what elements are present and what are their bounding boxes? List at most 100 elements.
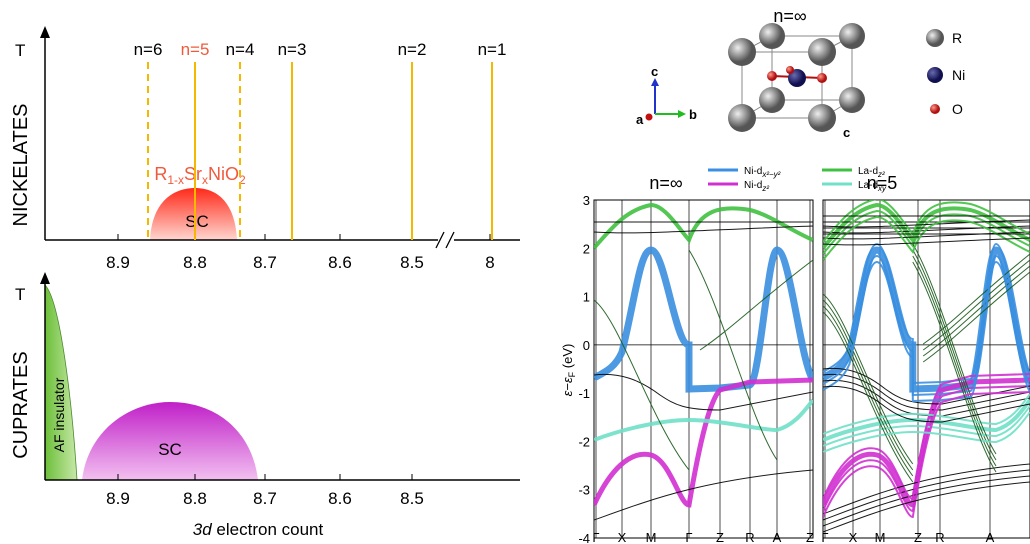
band xyxy=(823,373,1030,501)
text: Ni-d xyxy=(744,180,762,191)
band xyxy=(594,221,813,521)
text: R xyxy=(154,164,167,184)
text: xy xyxy=(877,184,887,193)
legend-label: Ni-dx²−y² xyxy=(744,166,781,179)
band xyxy=(823,255,1030,477)
band-structure: n=∞ n=5 ε−εF (eV) Γ X M Γ Z R A Z Γ X M Z R A3210-1-2… xyxy=(560,166,1030,544)
legend-label: La-dxy xyxy=(858,180,887,193)
band xyxy=(594,373,813,411)
y-tick-label: -1 xyxy=(578,386,590,401)
structure-title: n=∞ xyxy=(773,6,807,26)
t-label: T xyxy=(15,285,25,304)
text: ε−ε xyxy=(560,377,575,396)
member-label: n=2 xyxy=(398,40,427,59)
atom-r xyxy=(728,104,756,132)
y-tick-label: 3 xyxy=(583,193,590,208)
atom-r xyxy=(808,38,836,66)
band xyxy=(823,209,1030,255)
y-axis-label: ε−εF (eV) xyxy=(560,344,577,397)
band xyxy=(594,377,813,508)
atom-r xyxy=(808,104,836,132)
band xyxy=(823,215,1030,261)
axis-a xyxy=(645,113,653,121)
member-label: n=3 xyxy=(278,40,307,59)
sc-dome xyxy=(150,188,237,240)
text: F xyxy=(567,371,577,377)
k-label: Γ xyxy=(592,530,599,544)
band xyxy=(823,391,1030,519)
band xyxy=(823,243,1030,465)
y-tick-label: -3 xyxy=(578,483,590,498)
band xyxy=(823,411,1030,453)
k-label: A xyxy=(986,530,995,544)
cuprates-panel: T CUPRATES AF insulator SC 3d electron c… xyxy=(10,272,520,539)
member-label: n=1 xyxy=(478,40,507,59)
text: La-d xyxy=(858,180,878,191)
band xyxy=(823,385,1030,513)
k-label: M xyxy=(646,530,657,544)
legend-label: Ni xyxy=(952,67,965,83)
text: 1-x xyxy=(167,173,184,187)
k-label: Γ xyxy=(685,530,692,544)
text: electron count xyxy=(212,520,324,539)
k-label: X xyxy=(849,530,858,544)
panel-title: CUPRATES xyxy=(10,351,32,458)
y-tick-label: 0 xyxy=(583,338,590,353)
band xyxy=(823,260,1030,403)
band xyxy=(823,202,1030,250)
k-label: X xyxy=(618,530,627,544)
text: z² xyxy=(877,170,885,179)
k-label: A xyxy=(773,530,782,544)
band xyxy=(823,377,1030,508)
panel-title: n=∞ xyxy=(649,173,683,193)
y-tick-label: 1 xyxy=(583,290,590,305)
atom-r xyxy=(839,87,865,113)
band xyxy=(823,242,1030,385)
x-tick-label: 8.6 xyxy=(328,253,352,272)
band xyxy=(823,385,1030,423)
bands xyxy=(594,202,813,521)
y-tick-label: -4 xyxy=(578,531,590,544)
band xyxy=(823,261,1030,483)
text: 3d xyxy=(193,520,212,539)
x-tick-label: 8 xyxy=(485,253,494,272)
band xyxy=(594,249,813,471)
legend-swatch xyxy=(930,104,940,114)
atom-r xyxy=(728,38,756,66)
cell-label: c xyxy=(843,125,850,140)
x-tick-label: 8.8 xyxy=(183,253,207,272)
bands xyxy=(823,200,1030,533)
x-tick-label: 8.6 xyxy=(328,489,352,508)
x-tick-label: 8.7 xyxy=(253,489,277,508)
t-label: T xyxy=(15,41,25,60)
band xyxy=(823,398,1030,442)
legend-label: Ni-dz² xyxy=(744,180,769,193)
atom-ni xyxy=(788,69,806,87)
dome-label: SC xyxy=(185,212,209,231)
member-label: n=4 xyxy=(226,40,255,59)
y-tick-label: -2 xyxy=(578,434,590,449)
nickelates-panel: T NICKELATES R1-xSrxNiO2 SC xyxy=(10,26,520,249)
y-tick-label: 2 xyxy=(583,241,590,256)
axis-label: b xyxy=(689,107,697,122)
x-tick-label: 8.9 xyxy=(106,489,130,508)
atom-r xyxy=(759,23,785,49)
member-label: n=5 xyxy=(181,40,210,59)
af-region xyxy=(44,284,78,481)
text: x²−y² xyxy=(761,170,780,179)
k-label: Z xyxy=(806,530,814,544)
x-tick-label: 8.7 xyxy=(253,253,277,272)
panel-frame xyxy=(593,199,814,539)
atom-r xyxy=(839,23,865,49)
x-tick-label: 8.5 xyxy=(400,489,424,508)
crystal-structure: n=∞ c c a b R Ni O xyxy=(636,6,965,140)
text: NiO xyxy=(208,164,239,184)
dome-label: SC xyxy=(158,440,182,459)
panel-title: n=5 xyxy=(867,173,898,193)
band xyxy=(823,367,1030,405)
atom-o xyxy=(817,73,827,83)
panel-title: NICKELATES xyxy=(10,104,32,227)
arrow xyxy=(40,26,50,38)
text: x xyxy=(202,173,208,187)
text: Sr xyxy=(184,164,202,184)
